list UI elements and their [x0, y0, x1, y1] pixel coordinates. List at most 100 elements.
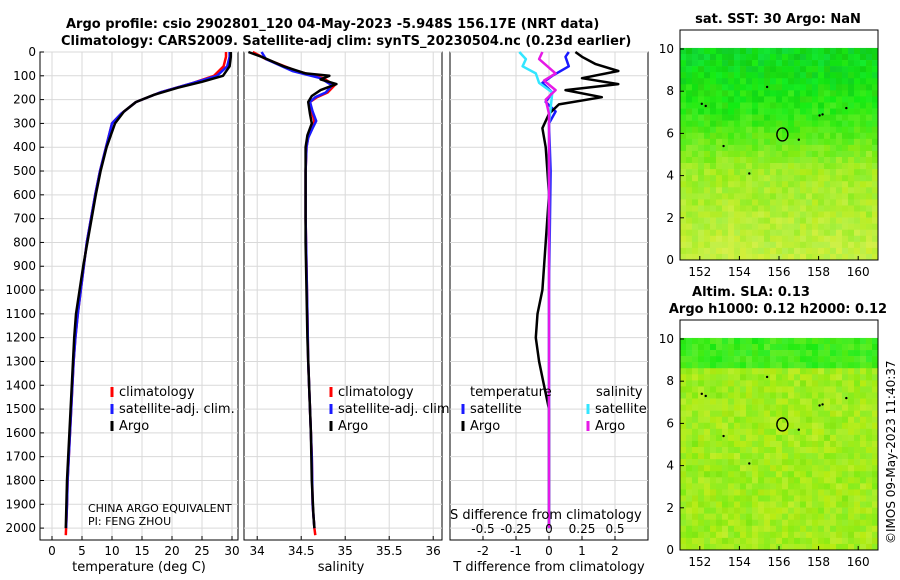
heatmap-cell [728, 337, 735, 345]
heatmap-cell [848, 422, 855, 430]
heatmap-cell [692, 386, 699, 393]
heatmap-cell [860, 72, 867, 79]
heatmap-cell [710, 181, 717, 188]
heatmap-cell [704, 477, 711, 484]
heatmap-cell [692, 507, 699, 514]
heatmap-cell [704, 102, 711, 109]
heatmap-cell [848, 440, 855, 448]
heatmap-cell [866, 507, 873, 514]
heatmap-cell [734, 422, 741, 430]
heatmap-cell [686, 211, 693, 218]
heatmap-cell [794, 380, 801, 387]
heatmap-cell [734, 507, 741, 514]
heatmap-cell [710, 102, 717, 109]
heatmap-cell [836, 519, 843, 527]
heatmap-cell [704, 380, 711, 387]
heatmap-cell [758, 410, 765, 417]
heatmap-cell [722, 150, 729, 158]
heatmap-cell [794, 175, 801, 182]
heatmap-cell [716, 66, 723, 73]
heatmap-cell [872, 211, 879, 218]
heatmap-cell [692, 368, 699, 375]
heatmap-cell [806, 211, 813, 218]
heatmap-cell [824, 495, 831, 502]
heatmap-cell [860, 90, 867, 97]
heatmap-cell [722, 53, 729, 61]
heatmap-cell [722, 519, 729, 527]
heatmap-cell [836, 543, 843, 551]
heatmap-cell [692, 501, 699, 508]
heatmap-cell [752, 169, 759, 176]
heatmap-cell [866, 150, 873, 158]
heatmap-cell [836, 84, 843, 91]
heatmap-cell [716, 126, 723, 134]
heatmap-cell [740, 513, 747, 521]
heatmap-cell [728, 175, 735, 182]
heatmap-cell [782, 525, 789, 533]
heatmap-cell [800, 374, 807, 381]
heatmap-cell [758, 422, 765, 430]
heatmap-cell [746, 114, 753, 121]
heatmap-cell [800, 132, 807, 140]
heatmap-cell [704, 362, 711, 369]
heatmap-cell [716, 531, 723, 539]
heatmap-cell [788, 138, 795, 146]
heatmap-cell [842, 229, 849, 237]
heatmap-cell [824, 72, 831, 79]
heatmap-cell [776, 489, 783, 496]
heatmap-cell [860, 102, 867, 109]
heatmap-cell [722, 169, 729, 176]
heatmap-cell [860, 483, 867, 490]
heatmap-cell [794, 495, 801, 502]
heatmap-cell [716, 241, 723, 249]
heatmap-cell [734, 138, 741, 146]
heatmap-cell [770, 253, 777, 261]
heatmap-cell [746, 235, 753, 243]
heatmap-cell [680, 380, 687, 387]
heatmap-cell [788, 356, 795, 363]
heatmap-cell [794, 66, 801, 73]
heatmap-cell [776, 337, 783, 345]
heatmap-cell [722, 78, 729, 85]
heatmap-cell [746, 513, 753, 521]
heatmap-cell [692, 465, 699, 472]
heatmap-cell [746, 489, 753, 496]
heatmap-cell [800, 205, 807, 212]
heatmap-cell [836, 72, 843, 79]
heatmap-cell [818, 501, 825, 508]
heatmap-cell [758, 495, 765, 502]
heatmap-cell [866, 138, 873, 146]
heatmap-cell [788, 90, 795, 97]
heatmap-cell [686, 175, 693, 182]
heatmap-cell [740, 53, 747, 61]
heatmap-cell [764, 513, 771, 521]
heatmap-cell [710, 47, 717, 55]
heatmap-cell [800, 507, 807, 514]
heatmap-cell [842, 507, 849, 514]
heatmap-cell [710, 531, 717, 539]
heatmap-cell [836, 453, 843, 460]
heatmap-cell [794, 126, 801, 134]
heatmap-cell [872, 241, 879, 249]
heatmap-cell [728, 223, 735, 231]
heatmap-cell [782, 126, 789, 134]
heatmap-cell [686, 537, 693, 545]
heatmap-cell [872, 84, 879, 91]
heatmap-cell [782, 337, 789, 345]
heatmap-cell [692, 47, 699, 55]
heatmap-cell [794, 163, 801, 170]
heatmap-cell [848, 144, 855, 152]
heatmap-cell [716, 537, 723, 545]
heatmap-cell [710, 350, 717, 357]
heatmap-cell [782, 223, 789, 231]
heatmap-cell [686, 169, 693, 176]
heatmap-cell [842, 434, 849, 442]
x-tick-label: 35 [338, 544, 353, 558]
heatmap-cell [812, 404, 819, 411]
argo-position-marker [776, 127, 789, 142]
heatmap-cell [722, 211, 729, 218]
heatmap-cell [830, 422, 837, 430]
heatmap-cell [704, 114, 711, 121]
heatmap-cell [692, 138, 699, 146]
heatmap-cell [770, 398, 777, 405]
